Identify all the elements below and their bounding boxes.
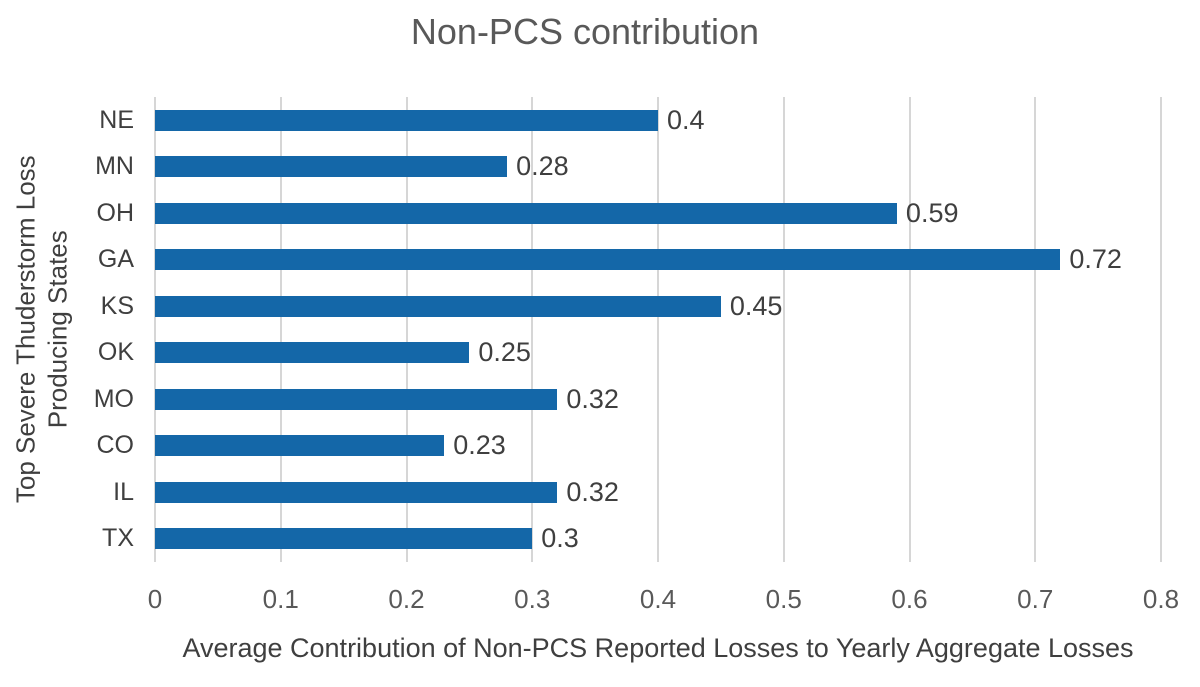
gridline	[1160, 97, 1162, 562]
gridline	[279, 97, 282, 562]
category-label: OK	[97, 338, 134, 367]
gridline	[782, 97, 785, 562]
bar	[155, 435, 445, 457]
category-label: CO	[96, 431, 135, 460]
bar-row: NE 0.4	[99, 97, 1161, 144]
x-tick-label: 0.4	[639, 584, 677, 614]
x-axis-title: Average Contribution of Non-PCS Reported…	[182, 633, 1134, 663]
x-tick-label: 0.5	[765, 584, 802, 614]
x-tick-label: 0.3	[514, 584, 551, 614]
plot-area: NE 0.4 MN 0.28 OH 0.59 GA 0.72 KS 0.45 OK 0.25 MO 0.3…	[94, 97, 1162, 563]
category-label: MO	[93, 384, 134, 413]
y-axis-title-text: Top Severe Thuderstorm Loss Producing St…	[10, 156, 74, 504]
value-label: 0.4	[667, 104, 705, 135]
category-label: KS	[100, 291, 134, 320]
bar	[155, 528, 533, 550]
bar	[155, 109, 658, 131]
bar	[155, 295, 721, 317]
x-tick-label: 0.7	[1017, 584, 1054, 614]
bar	[155, 156, 508, 178]
value-label: 0.3	[541, 523, 579, 554]
category-label: NE	[99, 105, 134, 134]
y-axis-title-line1: Top Severe Thuderstorm Loss	[10, 155, 41, 504]
x-tick-label: 0.8	[1142, 584, 1180, 614]
y-axis-title: Top Severe Thuderstorm Loss Producing St…	[4, 97, 80, 562]
bar	[155, 388, 558, 410]
bar-rows: NE 0.4 MN 0.28 OH 0.59 GA 0.72 KS 0.45 OK 0.25 MO 0.3…	[94, 97, 1161, 563]
category-label: TX	[102, 524, 134, 553]
gridline	[405, 97, 408, 562]
gridline	[531, 97, 534, 562]
x-tick-label: 0.6	[891, 584, 928, 614]
gridline	[908, 97, 911, 562]
value-label: 0.32	[566, 383, 619, 414]
value-label: 0.28	[516, 151, 569, 182]
gridline	[657, 97, 659, 562]
value-label: 0.32	[566, 476, 619, 507]
bar	[155, 481, 558, 503]
value-label: 0.23	[453, 430, 506, 461]
bar-row: KS 0.45	[101, 283, 1161, 330]
value-label: 0.25	[478, 337, 531, 368]
gridline	[154, 97, 156, 562]
bar	[155, 342, 470, 364]
value-label: 0.45	[729, 290, 783, 321]
category-label: OH	[96, 198, 135, 227]
chart-title: Non-PCS contribution	[410, 11, 760, 52]
gridline	[1034, 97, 1037, 562]
x-tick-label: 0.2	[388, 584, 425, 614]
bar-row: OH 0.59	[97, 190, 1161, 237]
bar	[155, 249, 1061, 271]
bar-row: MO 0.32	[94, 376, 1161, 423]
category-label: GA	[97, 245, 134, 274]
bar	[155, 202, 897, 224]
bar-row: TX 0.3	[102, 516, 1161, 563]
category-label: IL	[113, 477, 134, 506]
bar-row: IL 0.32	[113, 469, 1161, 516]
x-axis-ticks: 0 0.1 0.2 0.3 0.4 0.5 0.6 0.7 0.8	[148, 584, 1179, 616]
bar-row: CO 0.23	[97, 423, 1161, 470]
x-tick-label: 0.1	[262, 584, 299, 614]
bar-row: MN 0.28	[95, 144, 1161, 191]
y-axis-title-line2: Producing States	[43, 230, 73, 429]
x-tick-label: 0	[147, 584, 163, 614]
category-label: MN	[95, 152, 134, 181]
bar-row: GA 0.72	[98, 237, 1161, 284]
bar-row: OK 0.25	[98, 330, 1161, 377]
value-label: 0.59	[905, 197, 959, 228]
value-label: 0.72	[1069, 244, 1122, 275]
